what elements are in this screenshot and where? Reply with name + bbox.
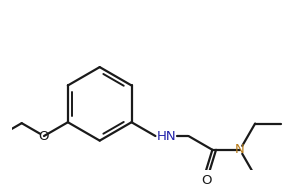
Text: HN: HN — [157, 130, 177, 142]
Text: O: O — [202, 174, 212, 185]
Text: O: O — [39, 130, 49, 142]
Text: N: N — [235, 143, 245, 156]
